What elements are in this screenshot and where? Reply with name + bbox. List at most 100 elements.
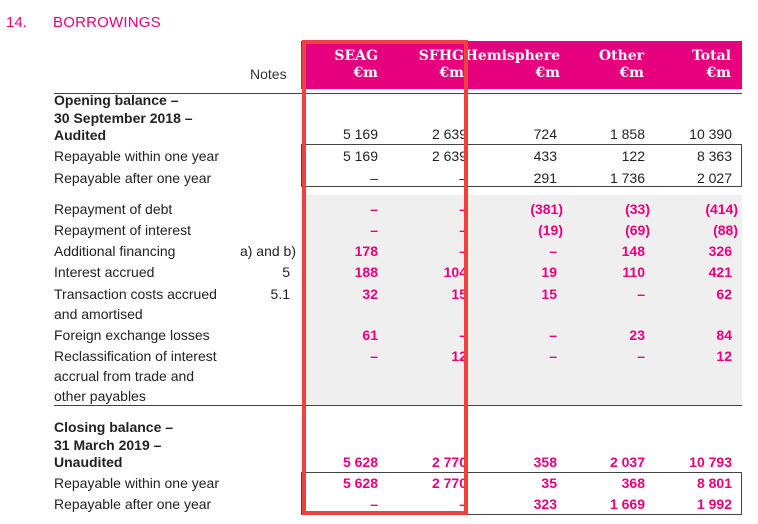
movement-seag: 188 [354, 264, 378, 280]
opening-within-total: 8 363 [696, 148, 732, 164]
closing-after-sfhg: – [459, 496, 467, 512]
rule-closing-within [301, 472, 742, 473]
movement-total: 326 [708, 243, 732, 259]
movement-seag: 61 [362, 327, 378, 343]
highlight-box [302, 40, 468, 515]
movement-sfhg: – [459, 222, 467, 238]
seag-column-header: SEAG €m [334, 48, 378, 81]
opening-total: 10 390 [689, 126, 732, 142]
opening-sfhg: 2 639 [431, 126, 467, 142]
movement-hemisphere: – [549, 243, 557, 259]
opening-after-hemisphere: 291 [533, 170, 557, 186]
opening-hemisphere: 724 [533, 126, 557, 142]
movement-sfhg: – [459, 243, 467, 259]
rule-closing-right [741, 472, 742, 514]
rule-closing-left [301, 472, 302, 514]
movement-hemisphere: 15 [541, 286, 557, 302]
movement-sfhg: 15 [451, 286, 467, 302]
closing-within-label: Repayable within one year [54, 475, 219, 491]
closing-total: 10 793 [689, 454, 732, 470]
movement-hemisphere: – [549, 327, 557, 343]
opening-within-sfhg: 2 639 [431, 148, 467, 164]
movement-note: a) and b) [239, 243, 296, 259]
closing-after-label: Repayable after one year [54, 496, 212, 512]
closing-within-hemisphere: 35 [541, 475, 557, 491]
rule-closing-after [301, 514, 742, 515]
movement-label: Interest accrued [54, 264, 155, 280]
movement-other: 148 [621, 243, 645, 259]
movement-hemisphere: (381) [530, 201, 563, 217]
closing-after-seag: – [370, 496, 378, 512]
closing-after-other: 1 669 [609, 496, 645, 512]
rule-opening-within [301, 144, 742, 145]
movement-label: Foreign exchange losses [54, 327, 210, 343]
opening-within-other: 122 [621, 148, 645, 164]
other-column-header: Other €m [598, 48, 644, 81]
closing-hemisphere: 358 [533, 454, 557, 470]
closing-within-seag: 5 628 [342, 475, 378, 491]
rule-opening-after [301, 186, 742, 187]
movement-sfhg: 104 [443, 264, 467, 280]
opening-other: 1 858 [609, 126, 645, 142]
movement-label: Additional financing [54, 243, 176, 259]
movement-total: (88) [713, 222, 738, 238]
closing-within-other: 368 [621, 475, 645, 491]
rule-opening-left [301, 144, 302, 186]
movement-other: 23 [629, 327, 645, 343]
movement-total: 12 [716, 348, 732, 364]
movement-note: 5.1 [270, 286, 290, 302]
opening-balance-label: Opening balance –30 September 2018 – Audi… [54, 92, 193, 143]
notes-column-header: Notes [250, 66, 287, 82]
opening-after-sfhg: – [459, 170, 467, 186]
rule-opening-right [741, 144, 742, 186]
movement-sfhg: 12 [451, 348, 467, 364]
movement-other: (33) [625, 201, 650, 217]
closing-other: 2 037 [609, 454, 645, 470]
hemisphere-column-header: Hemisphere €m [464, 48, 560, 81]
opening-after-total: 2 027 [696, 170, 732, 186]
closing-sfhg: 2 770 [431, 454, 467, 470]
closing-seag: 5 628 [342, 454, 378, 470]
section-number: 14. [6, 14, 27, 31]
movement-hemisphere: (19) [538, 222, 563, 238]
movement-hemisphere: – [549, 348, 557, 364]
opening-within-hemisphere: 433 [533, 148, 557, 164]
movement-label: Reclassification of interest accrual from… [54, 348, 217, 404]
movement-seag: 32 [362, 286, 378, 302]
movement-sfhg: – [459, 327, 467, 343]
movement-seag: – [370, 348, 378, 364]
movement-other: – [637, 286, 645, 302]
movement-seag: 178 [354, 243, 378, 259]
movement-other: (69) [625, 222, 650, 238]
closing-within-total: 8 801 [696, 475, 732, 491]
rule-opening-top [54, 93, 742, 94]
closing-after-hemisphere: 323 [533, 496, 557, 512]
movements-shade [301, 195, 742, 406]
closing-after-total: 1 992 [696, 496, 732, 512]
movement-total: 84 [716, 327, 732, 343]
opening-within-label: Repayable within one year [54, 148, 219, 164]
section-title: BORROWINGS [53, 14, 161, 31]
movement-seag: – [370, 222, 378, 238]
movement-other: – [637, 348, 645, 364]
total-column-header: Total €m [691, 48, 731, 81]
rule-closing-top [54, 405, 742, 406]
closing-balance-label: Closing balance –31 March 2019 – Unaudite… [54, 419, 174, 470]
sfhg-column-header: SFHG €m [418, 48, 464, 81]
table-header-band [301, 41, 742, 89]
movement-label: Transaction costs accrued and amortised [54, 286, 217, 322]
opening-after-label: Repayable after one year [54, 170, 212, 186]
movement-total: 421 [708, 264, 732, 280]
opening-seag: 5 169 [342, 126, 378, 142]
opening-within-seag: 5 169 [342, 148, 378, 164]
movement-label: Repayment of debt [54, 201, 173, 217]
opening-after-other: 1 736 [609, 170, 645, 186]
movement-total: 62 [716, 286, 732, 302]
movement-seag: – [370, 201, 378, 217]
movement-total: (414) [705, 201, 738, 217]
movement-sfhg: – [459, 201, 467, 217]
closing-within-sfhg: 2 770 [431, 475, 467, 491]
opening-after-seag: – [370, 170, 378, 186]
movement-other: 110 [622, 264, 645, 280]
movement-hemisphere: 19 [541, 264, 557, 280]
